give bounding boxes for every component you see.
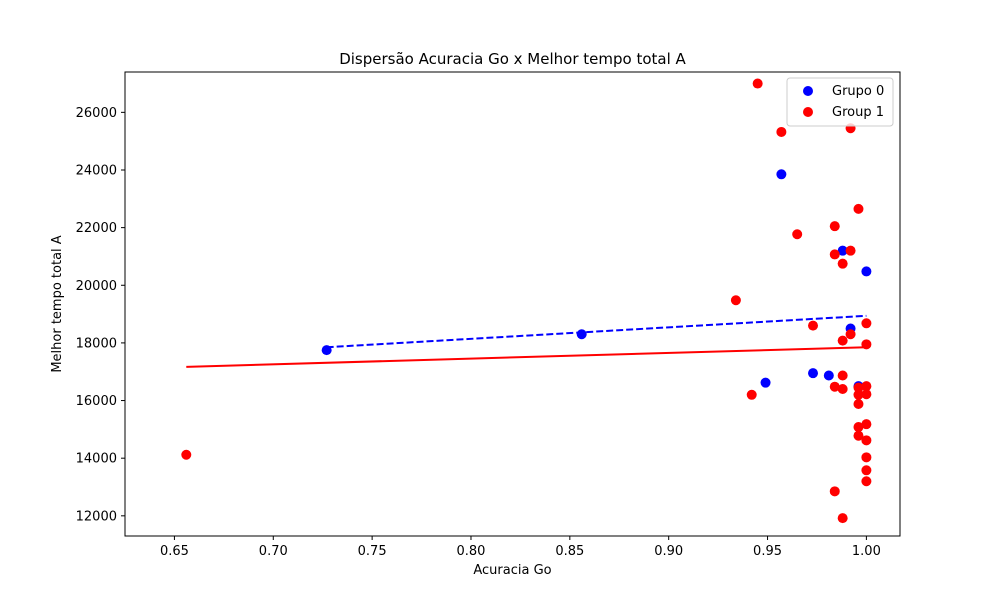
plot-area bbox=[124, 71, 901, 537]
data-point-series-1 bbox=[829, 221, 840, 232]
trend-line-series-0 bbox=[326, 314, 867, 349]
x-tick-label: 0.85 bbox=[555, 544, 584, 559]
data-point-series-1 bbox=[792, 229, 803, 240]
data-point-series-1 bbox=[837, 513, 848, 524]
data-point-series-0 bbox=[760, 377, 771, 388]
data-point-series-1 bbox=[861, 318, 872, 329]
trend-line-series-1 bbox=[186, 346, 867, 368]
data-point-series-1 bbox=[829, 249, 840, 260]
data-point-series-1 bbox=[861, 339, 872, 350]
data-point-series-0 bbox=[837, 245, 848, 256]
x-tick-label: 0.75 bbox=[358, 544, 387, 559]
data-point-series-1 bbox=[861, 476, 872, 487]
data-point-series-1 bbox=[776, 126, 787, 137]
data-point-series-1 bbox=[829, 486, 840, 497]
x-tick-label: 0.90 bbox=[654, 544, 683, 559]
legend-marker-grupo-0 bbox=[803, 86, 813, 96]
x-axis-label: Acuracia Go bbox=[473, 563, 551, 578]
y-tick-label: 26000 bbox=[76, 106, 117, 121]
data-point-series-1 bbox=[853, 422, 864, 433]
data-point-series-1 bbox=[861, 465, 872, 476]
x-tick-label: 1.00 bbox=[852, 544, 881, 559]
plot-frame bbox=[124, 71, 901, 537]
data-point-series-1 bbox=[861, 419, 872, 430]
data-point-series-0 bbox=[576, 329, 587, 340]
legend-marker-group-1 bbox=[803, 107, 813, 117]
data-point-series-0 bbox=[861, 266, 872, 277]
data-point-series-1 bbox=[853, 430, 864, 441]
legend: Grupo 0 Group 1 bbox=[786, 77, 894, 127]
y-tick-label: 16000 bbox=[76, 394, 117, 409]
data-point-series-0 bbox=[823, 370, 834, 381]
data-point-series-1 bbox=[861, 452, 872, 463]
x-tick-label: 0.65 bbox=[160, 544, 189, 559]
legend-box bbox=[786, 77, 894, 127]
data-point-series-1 bbox=[853, 399, 864, 410]
y-tick-label: 18000 bbox=[76, 336, 117, 351]
data-point-series-1 bbox=[837, 258, 848, 269]
x-tick-label: 0.80 bbox=[457, 544, 486, 559]
x-axis-ticks: 0.65 0.70 0.75 0.80 0.85 0.90 0.95 1.00 bbox=[160, 536, 881, 559]
data-point-series-1 bbox=[837, 370, 848, 381]
y-tick-label: 22000 bbox=[76, 221, 117, 236]
trend-lines bbox=[186, 314, 867, 368]
data-point-series-0 bbox=[808, 368, 819, 379]
data-point-series-1 bbox=[853, 382, 864, 393]
data-point-series-1 bbox=[808, 320, 819, 331]
data-point-series-1 bbox=[181, 449, 192, 460]
data-point-series-1 bbox=[853, 203, 864, 214]
y-tick-label: 24000 bbox=[76, 163, 117, 178]
x-tick-label: 0.95 bbox=[753, 544, 782, 559]
data-point-series-0 bbox=[776, 169, 787, 180]
y-tick-label: 20000 bbox=[76, 279, 117, 294]
chart-title: Dispersão Acuracia Go x Melhor tempo tot… bbox=[339, 50, 686, 68]
legend-label-grupo-0: Grupo 0 bbox=[832, 84, 884, 99]
data-point-series-1 bbox=[752, 78, 763, 89]
data-points bbox=[181, 78, 872, 524]
data-point-series-1 bbox=[861, 435, 872, 446]
data-point-series-0 bbox=[321, 345, 332, 356]
y-tick-label: 14000 bbox=[76, 452, 117, 467]
legend-label-group-1: Group 1 bbox=[832, 105, 884, 120]
data-point-series-1 bbox=[746, 389, 757, 400]
data-point-series-1 bbox=[845, 245, 856, 256]
data-point-series-1 bbox=[837, 384, 848, 395]
data-point-series-1 bbox=[837, 335, 848, 346]
data-point-series-1 bbox=[861, 389, 872, 400]
data-point-series-1 bbox=[861, 381, 872, 392]
x-tick-label: 0.70 bbox=[259, 544, 288, 559]
plot-background bbox=[125, 72, 900, 536]
data-point-series-1 bbox=[845, 329, 856, 340]
y-axis-label: Melhor tempo total A bbox=[50, 235, 65, 372]
data-point-series-1 bbox=[730, 295, 741, 306]
data-point-series-1 bbox=[853, 389, 864, 400]
y-axis-ticks: 12000 14000 16000 18000 20000 22000 24000 26000 bbox=[76, 106, 125, 524]
data-point-series-1 bbox=[829, 381, 840, 392]
y-tick-label: 12000 bbox=[76, 509, 117, 524]
